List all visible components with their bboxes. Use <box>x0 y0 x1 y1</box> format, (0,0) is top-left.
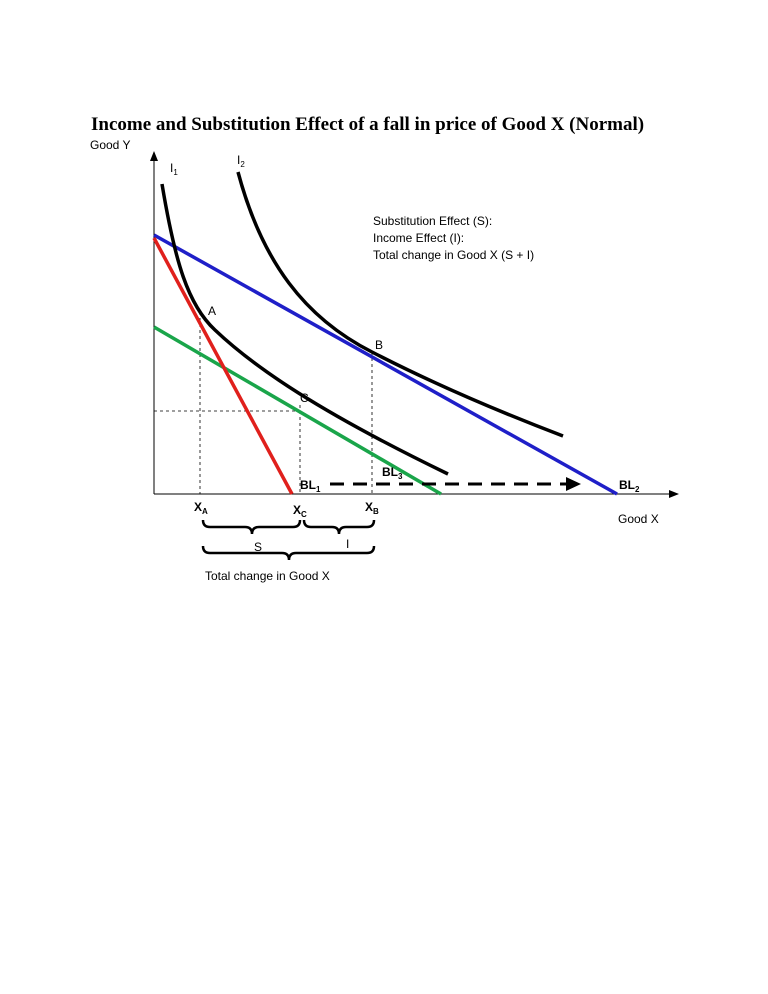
y-axis-label: Good Y <box>90 138 130 152</box>
brace <box>201 519 302 535</box>
x-axis-label: Good X <box>618 512 659 526</box>
legend-text: Substitution Effect (S): <box>373 214 492 228</box>
text-part: BL <box>619 478 635 492</box>
brace-label: S <box>254 540 262 554</box>
text-part: X <box>194 500 202 514</box>
curve-label: I2 <box>237 153 245 169</box>
text-part: I <box>170 161 173 175</box>
budget-label: BL1 <box>300 478 321 494</box>
text-part: 2 <box>240 160 245 169</box>
brace <box>201 545 376 561</box>
budget-label: BL3 <box>382 465 403 481</box>
title: Income and Substitution Effect of a fall… <box>91 114 644 135</box>
curve-label: I1 <box>170 161 178 177</box>
text-part: BL <box>300 478 316 492</box>
text-part: BL <box>382 465 398 479</box>
indifference-curve-2 <box>236 171 564 438</box>
point-label: C <box>300 391 309 405</box>
legend-text: Total change in Good X (S + I) <box>373 248 534 262</box>
point-label: B <box>375 338 383 352</box>
text-part: A <box>202 507 208 516</box>
text-part: 1 <box>316 485 321 494</box>
guides <box>154 312 373 494</box>
budget-line-2 <box>153 233 618 496</box>
arrow-head <box>566 477 581 491</box>
budget-line-3 <box>153 325 442 496</box>
legend-text: Income Effect (I): <box>373 231 464 245</box>
text-part: X <box>365 500 373 514</box>
brace-label: Total change in Good X <box>205 569 330 583</box>
point-label: A <box>208 304 216 318</box>
text-part: C <box>301 510 307 519</box>
text-part: I <box>237 153 240 167</box>
budget-line-1 <box>152 237 294 495</box>
text-part: 3 <box>398 472 403 481</box>
indifference-curve-1 <box>160 183 449 476</box>
text-part: B <box>373 507 379 516</box>
brace-label: I <box>346 537 349 551</box>
x-mark-label: XB <box>365 500 379 516</box>
braces <box>201 519 376 561</box>
x-mark-label: XC <box>293 503 307 519</box>
budget-label: BL2 <box>619 478 640 494</box>
text-part: X <box>293 503 301 517</box>
x-mark-label: XA <box>194 500 208 516</box>
brace <box>302 519 376 535</box>
text-part: 2 <box>635 485 640 494</box>
text-part: 1 <box>173 168 178 177</box>
